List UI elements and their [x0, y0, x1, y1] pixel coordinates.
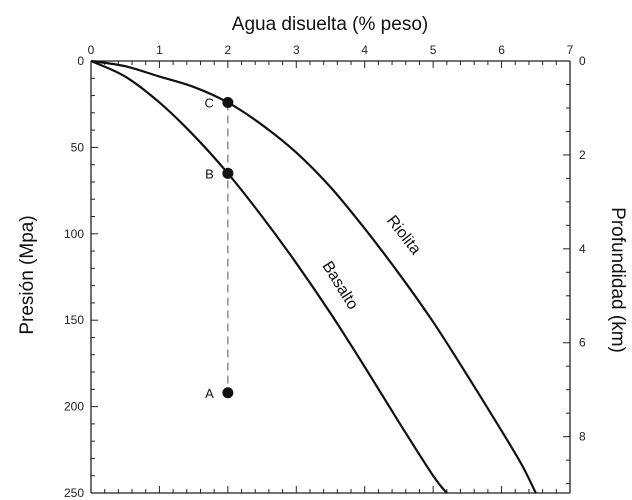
x-tick-label: 2 — [225, 43, 232, 57]
series-line-riolita — [90, 59, 537, 494]
x-tick-label: 4 — [361, 43, 368, 57]
y2-tick-label: 2 — [579, 148, 586, 162]
x-tick-label: 0 — [88, 43, 95, 57]
point-c — [222, 96, 234, 108]
series-layer — [90, 59, 537, 494]
point-a — [222, 387, 234, 399]
y2-tick-label: 0 — [579, 54, 586, 68]
points-layer: C B A — [204, 95, 234, 401]
y2-axis-ticks: 0 2 4 6 8 — [563, 54, 586, 485]
y-axis-ticks: 0 50 100 150 200 250 — [64, 54, 98, 500]
y-tick-label: 200 — [64, 400, 84, 414]
point-label-b: B — [205, 166, 214, 181]
y-tick-label: 250 — [64, 486, 84, 500]
y-tick-label: 100 — [64, 227, 84, 241]
x-axis-title: Agua disuelta (% peso) — [232, 14, 428, 35]
y2-tick-label: 8 — [579, 430, 586, 444]
x-tick-label: 7 — [567, 43, 574, 57]
plot-frame — [90, 60, 571, 494]
point-b — [222, 167, 234, 179]
y2-tick-label: 6 — [579, 336, 586, 350]
y-tick-label: 0 — [77, 54, 84, 68]
y-axis-title: Presión (Mpa) — [17, 215, 38, 334]
x-tick-label: 1 — [156, 43, 163, 57]
y-tick-label: 50 — [71, 140, 85, 154]
x-axis-ticks: 0 1 2 3 4 5 6 7 — [88, 43, 574, 493]
x-tick-label: 5 — [430, 43, 437, 57]
series-label-riolita: Riolita — [383, 212, 424, 258]
series-line-basalto — [90, 59, 448, 494]
y-tick-label: 150 — [64, 313, 84, 327]
point-label-c: C — [204, 95, 213, 110]
y2-tick-label: 4 — [579, 242, 586, 256]
point-label-a: A — [205, 386, 214, 401]
x-tick-label: 3 — [293, 43, 300, 57]
y2-axis-title: Profundidad (km) — [607, 207, 628, 353]
x-tick-label: 6 — [498, 43, 505, 57]
